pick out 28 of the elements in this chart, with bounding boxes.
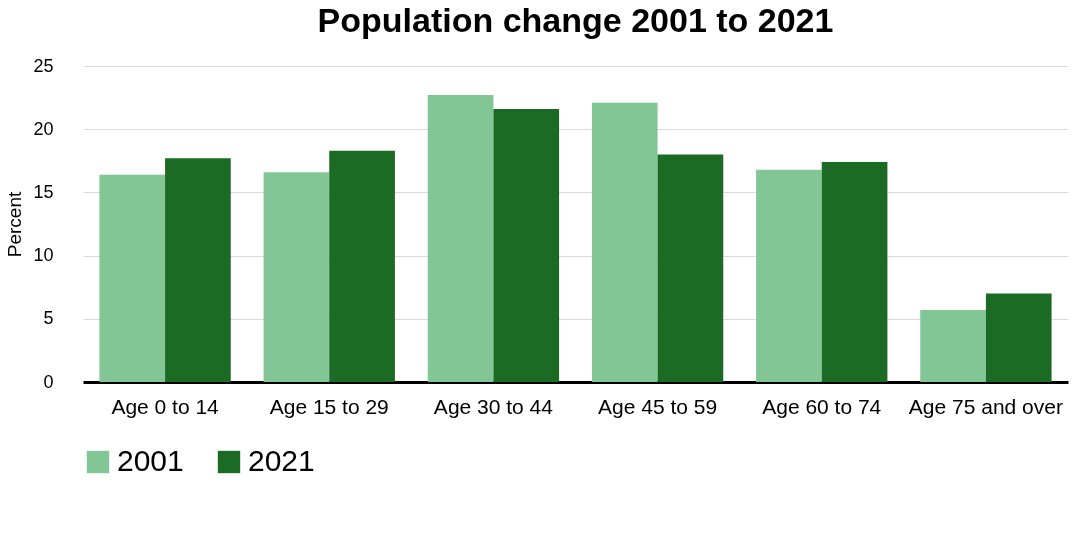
bar xyxy=(591,102,658,382)
bar xyxy=(99,174,166,382)
y-axis-title: Percent xyxy=(4,191,26,258)
x-tick-label: Age 75 and over xyxy=(908,394,1063,418)
bar xyxy=(329,150,395,382)
x-tick-label: Age 60 to 74 xyxy=(762,394,882,418)
bar xyxy=(263,172,330,382)
y-tick-label: 10 xyxy=(33,245,54,266)
bar xyxy=(427,95,494,382)
y-tick-label: 0 xyxy=(43,371,54,392)
bar xyxy=(821,162,888,382)
x-tick-label: Age 30 to 44 xyxy=(433,394,554,418)
x-tick-label: Age 0 to 14 xyxy=(111,394,220,418)
y-tick-label: 15 xyxy=(33,181,54,202)
bar xyxy=(920,309,986,382)
legend-label: 2001 xyxy=(117,444,184,477)
x-tick-label: Age 15 to 29 xyxy=(269,394,389,418)
x-tick-label: Age 45 to 59 xyxy=(598,394,718,418)
y-tick-label: 20 xyxy=(33,118,54,139)
bar xyxy=(657,154,724,382)
bar xyxy=(985,293,1052,382)
bar xyxy=(493,108,560,382)
y-tick-label: 5 xyxy=(43,308,54,329)
legend-label: 2021 xyxy=(248,444,315,477)
chart-title: Population change 2001 to 2021 xyxy=(317,1,834,39)
bar xyxy=(165,158,231,382)
bar xyxy=(756,169,822,382)
y-tick-label: 25 xyxy=(33,55,54,76)
